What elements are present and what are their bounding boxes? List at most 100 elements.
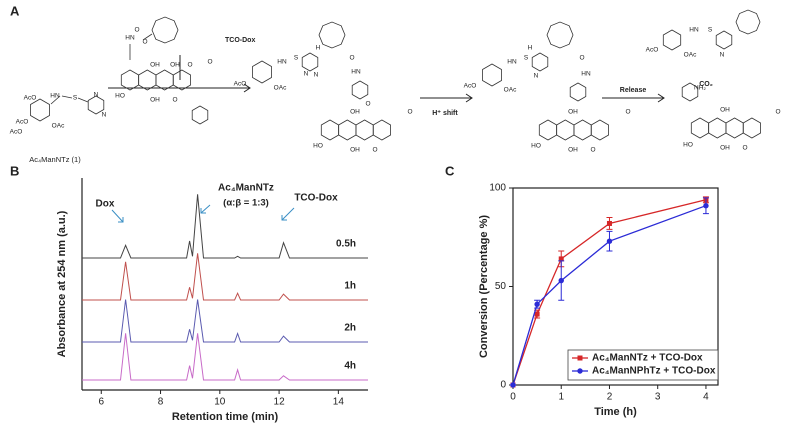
legend-marker xyxy=(577,368,583,374)
marker xyxy=(606,238,613,244)
annotation: Ac₄ManNTz xyxy=(218,183,274,194)
atom-label: O xyxy=(365,101,370,108)
ring xyxy=(30,98,50,122)
ring xyxy=(252,60,272,84)
x-axis-label: Retention time (min) xyxy=(172,411,279,423)
ring xyxy=(708,117,727,139)
atom-label: OH xyxy=(150,62,160,69)
annotation: Dox xyxy=(96,199,115,210)
y-axis-label: Absorbance at 254 nm (a.u.) xyxy=(56,210,68,357)
atom-label: OH xyxy=(568,109,578,116)
ring xyxy=(735,9,761,35)
atom-label: O xyxy=(742,145,747,152)
marker xyxy=(534,311,540,317)
atom-label: N xyxy=(534,73,539,80)
ring xyxy=(318,21,346,49)
trace-label: 0.5h xyxy=(336,239,356,250)
atom-label: OH xyxy=(150,97,160,104)
x-tick-label: 4 xyxy=(703,392,709,403)
atom-label: OAc xyxy=(274,85,287,92)
atom-label: OAc xyxy=(52,123,65,130)
legend-box xyxy=(567,349,719,381)
atom-label: AcO xyxy=(10,129,23,136)
ring xyxy=(556,119,575,141)
atom-label: H xyxy=(528,45,533,52)
x-tick-label: 3 xyxy=(655,392,661,403)
atom-label: AcO xyxy=(646,47,659,54)
atom-label: O xyxy=(407,109,412,116)
trace-label: 2h xyxy=(344,323,356,334)
bond xyxy=(142,33,153,41)
atom-label: OAc xyxy=(684,52,697,59)
atom-label: HO xyxy=(531,143,541,150)
ring xyxy=(715,30,733,50)
atom-label: N xyxy=(102,112,107,119)
ring xyxy=(573,119,592,141)
marker xyxy=(606,220,612,226)
ring xyxy=(301,52,319,72)
atom-label: OH xyxy=(720,145,730,152)
trace xyxy=(82,299,368,343)
x-tick-label: 1 xyxy=(558,392,564,403)
y-tick-label: 100 xyxy=(489,183,506,194)
ring xyxy=(351,80,369,100)
trace-label: 4h xyxy=(344,361,356,372)
ring xyxy=(120,69,140,91)
marker xyxy=(558,256,564,262)
atom-label: O xyxy=(625,109,630,116)
y-tick-label: 0 xyxy=(500,380,506,391)
atom-label: OAc xyxy=(504,87,517,94)
bond xyxy=(50,95,61,105)
panel-letter: A xyxy=(10,3,20,18)
ring xyxy=(87,95,105,115)
ring xyxy=(191,105,209,125)
marker xyxy=(510,382,516,388)
atom-label: HO xyxy=(313,143,323,150)
ring xyxy=(155,69,174,91)
atom-label: O xyxy=(187,62,192,69)
atom-label: NH₂ xyxy=(694,85,706,92)
atom-label: O xyxy=(172,97,177,104)
x-tick-label: 8 xyxy=(158,397,164,408)
panel-letter: B xyxy=(10,163,19,178)
bond xyxy=(77,97,89,103)
ring xyxy=(725,117,744,139)
atom-label: O xyxy=(207,59,212,66)
ring xyxy=(590,119,609,141)
ring xyxy=(151,16,179,44)
atom-label: HN xyxy=(125,35,135,42)
legend-marker xyxy=(577,355,583,361)
ring xyxy=(138,69,157,91)
annotation: TCO-Dox xyxy=(294,193,338,204)
atom-label: HO xyxy=(115,93,125,100)
y-axis-label: Conversion (Percentage %) xyxy=(478,215,490,358)
atom-label: N xyxy=(314,72,319,79)
atom-label: O xyxy=(579,55,584,62)
x-tick-label: 14 xyxy=(333,397,345,408)
ring xyxy=(662,29,682,51)
atom-label: S xyxy=(294,55,299,62)
atom-label: O xyxy=(134,27,139,34)
ring xyxy=(172,69,192,91)
atom-label: HN xyxy=(689,27,699,34)
atom-label: OH xyxy=(720,107,730,114)
annotation: (α:β = 1:3) xyxy=(223,198,269,209)
x-tick-label: 10 xyxy=(214,397,226,408)
atom-label: O xyxy=(372,147,377,154)
ring xyxy=(538,119,558,141)
atom-label: H xyxy=(316,45,321,52)
legend-label: Ac₄ManNTz + TCO-Dox xyxy=(592,353,703,364)
atom-label: AcO xyxy=(464,83,477,90)
ring xyxy=(355,119,374,141)
ring xyxy=(569,82,587,102)
atom-label: N xyxy=(304,71,309,78)
marker xyxy=(703,203,709,209)
atom-label: N xyxy=(720,52,725,59)
atom-label: S xyxy=(73,95,78,102)
trace xyxy=(82,194,368,259)
atom-label: S xyxy=(708,27,713,34)
atom-label: OH xyxy=(350,147,360,154)
atom-label: O xyxy=(142,39,147,46)
atom-label: O xyxy=(349,55,354,62)
atom-label: AcO xyxy=(24,95,37,102)
